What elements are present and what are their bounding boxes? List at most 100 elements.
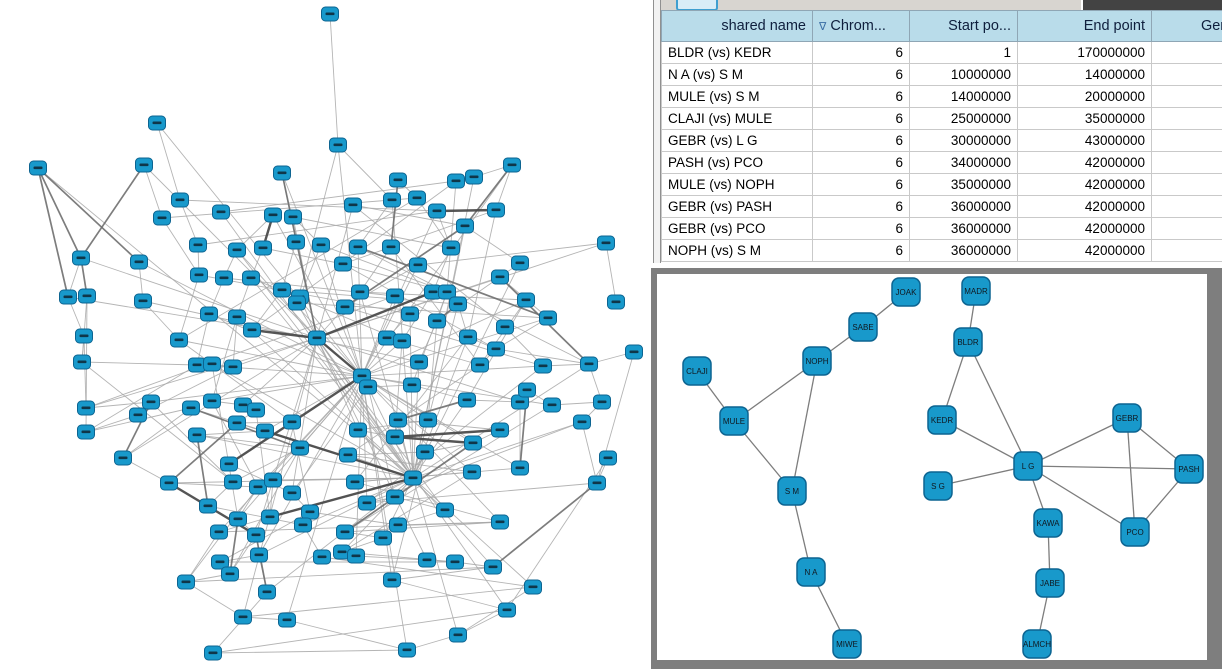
graph-node[interactable] xyxy=(374,530,392,546)
graph-node[interactable] xyxy=(419,412,437,428)
table-row[interactable]: BLDR (vs) KEDR61170000000192.0 xyxy=(661,41,1222,64)
graph-edge[interactable] xyxy=(320,244,448,293)
graph-node-almch[interactable]: ALMCH xyxy=(1022,629,1052,659)
graph-edge[interactable] xyxy=(168,477,414,484)
graph-edge[interactable] xyxy=(357,246,549,319)
graph-node[interactable] xyxy=(418,552,436,568)
graph-node[interactable] xyxy=(517,292,535,308)
graph-node[interactable] xyxy=(72,250,90,266)
graph-edge[interactable] xyxy=(185,581,244,618)
graph-node[interactable] xyxy=(283,485,301,501)
column-header-genetic[interactable]: Genetic... xyxy=(1151,10,1222,42)
graph-edge[interactable] xyxy=(242,586,534,618)
graph-node[interactable] xyxy=(148,115,166,131)
graph-edge[interactable] xyxy=(467,209,497,338)
graph-edge[interactable] xyxy=(354,481,501,523)
graph-edge[interactable] xyxy=(457,586,534,636)
graph-node[interactable] xyxy=(135,157,153,173)
graph-node[interactable] xyxy=(336,299,354,315)
graph-edge[interactable] xyxy=(436,208,497,213)
graph-node[interactable] xyxy=(224,474,242,490)
graph-node[interactable] xyxy=(625,344,643,360)
graph-node[interactable] xyxy=(321,6,339,22)
graph-node-pco[interactable]: PCO xyxy=(1120,517,1150,547)
graph-node-sm[interactable]: S M xyxy=(777,476,807,506)
graph-node[interactable] xyxy=(200,306,218,322)
table-row[interactable]: GEBR (vs) PCO636000000420000008.4 xyxy=(661,217,1222,240)
graph-node[interactable] xyxy=(607,294,625,310)
graph-edge[interactable] xyxy=(138,261,363,377)
graph-node[interactable] xyxy=(410,354,428,370)
graph-edge[interactable] xyxy=(581,421,598,484)
graph-node[interactable] xyxy=(199,498,217,514)
graph-node[interactable] xyxy=(256,423,274,439)
graph-edge[interactable] xyxy=(344,442,474,533)
table-row[interactable]: PASH (vs) PCO6340000004200000011.4 xyxy=(661,151,1222,174)
graph-node[interactable] xyxy=(153,210,171,226)
graph-edge[interactable] xyxy=(281,172,363,377)
graph-node[interactable] xyxy=(273,165,291,181)
graph-edge[interactable] xyxy=(37,167,82,259)
graph-edge[interactable] xyxy=(412,363,590,479)
graph-node[interactable] xyxy=(465,169,483,185)
graph-node[interactable] xyxy=(291,440,309,456)
graph-node[interactable] xyxy=(77,400,95,416)
graph-node[interactable] xyxy=(278,612,296,628)
graph-edge[interactable] xyxy=(286,619,408,651)
graph-node[interactable] xyxy=(313,549,331,565)
graph-edge[interactable] xyxy=(316,337,359,431)
graph-node[interactable] xyxy=(408,190,426,206)
graph-edge[interactable] xyxy=(178,197,418,341)
column-header-sharedname[interactable]: shared name xyxy=(661,10,813,42)
graph-edge[interactable] xyxy=(357,429,446,511)
graph-edge[interactable] xyxy=(394,428,501,439)
graph-edge[interactable] xyxy=(359,291,414,479)
graph-edge[interactable] xyxy=(168,482,259,488)
graph-edge[interactable] xyxy=(341,471,473,553)
graph-edge[interactable] xyxy=(196,434,209,507)
graph-edge[interactable] xyxy=(316,290,434,340)
graph-node[interactable] xyxy=(264,472,282,488)
graph-edge[interactable] xyxy=(232,316,238,368)
graph-edge[interactable] xyxy=(80,164,145,259)
graph-edge[interactable] xyxy=(67,296,318,339)
graph-node[interactable] xyxy=(228,415,246,431)
graph-node[interactable] xyxy=(599,450,617,466)
graph-node[interactable] xyxy=(464,435,482,451)
graph-edge[interactable] xyxy=(250,277,414,479)
graph-edge[interactable] xyxy=(168,422,238,484)
graph-node[interactable] xyxy=(383,572,401,588)
graph-edge[interactable] xyxy=(344,264,419,308)
graph-edge[interactable] xyxy=(207,505,304,526)
subnetwork-canvas[interactable]: JOAK MADR SABE BLDR NOPH CLAJI KEDR GEBR MULE L G… xyxy=(657,274,1207,660)
graph-node[interactable] xyxy=(389,517,407,533)
graph-node[interactable] xyxy=(463,464,481,480)
graph-edge[interactable] xyxy=(361,375,368,504)
graph-node[interactable] xyxy=(459,329,477,345)
graph-node[interactable] xyxy=(301,504,319,520)
graph-node[interactable] xyxy=(503,157,521,173)
graph-edge[interactable] xyxy=(255,534,268,593)
graph-node[interactable] xyxy=(386,489,404,505)
graph-edge[interactable] xyxy=(391,579,508,611)
graph-edge[interactable] xyxy=(262,247,344,265)
graph-edge[interactable] xyxy=(255,337,318,536)
table-row[interactable]: GEBR (vs) PASH636000000420000008.9 xyxy=(661,195,1222,218)
graph-edge[interactable] xyxy=(367,386,396,498)
graph-node[interactable] xyxy=(389,412,407,428)
main-network-canvas[interactable] xyxy=(0,0,651,669)
graph-node[interactable] xyxy=(182,400,200,416)
graph-node[interactable] xyxy=(204,645,222,661)
graph-node[interactable] xyxy=(247,402,265,418)
graph-edge[interactable] xyxy=(344,521,501,533)
graph-node[interactable] xyxy=(334,256,352,272)
graph-node[interactable] xyxy=(170,332,188,348)
graph-node[interactable] xyxy=(254,240,272,256)
graph-node-lg[interactable]: L G xyxy=(1013,451,1043,481)
graph-edge[interactable] xyxy=(1027,465,1190,470)
graph-edge[interactable] xyxy=(85,401,152,409)
graph-edge[interactable] xyxy=(85,337,318,409)
graph-edge[interactable] xyxy=(212,649,408,654)
graph-node[interactable] xyxy=(190,267,208,283)
graph-edge[interactable] xyxy=(85,295,396,409)
